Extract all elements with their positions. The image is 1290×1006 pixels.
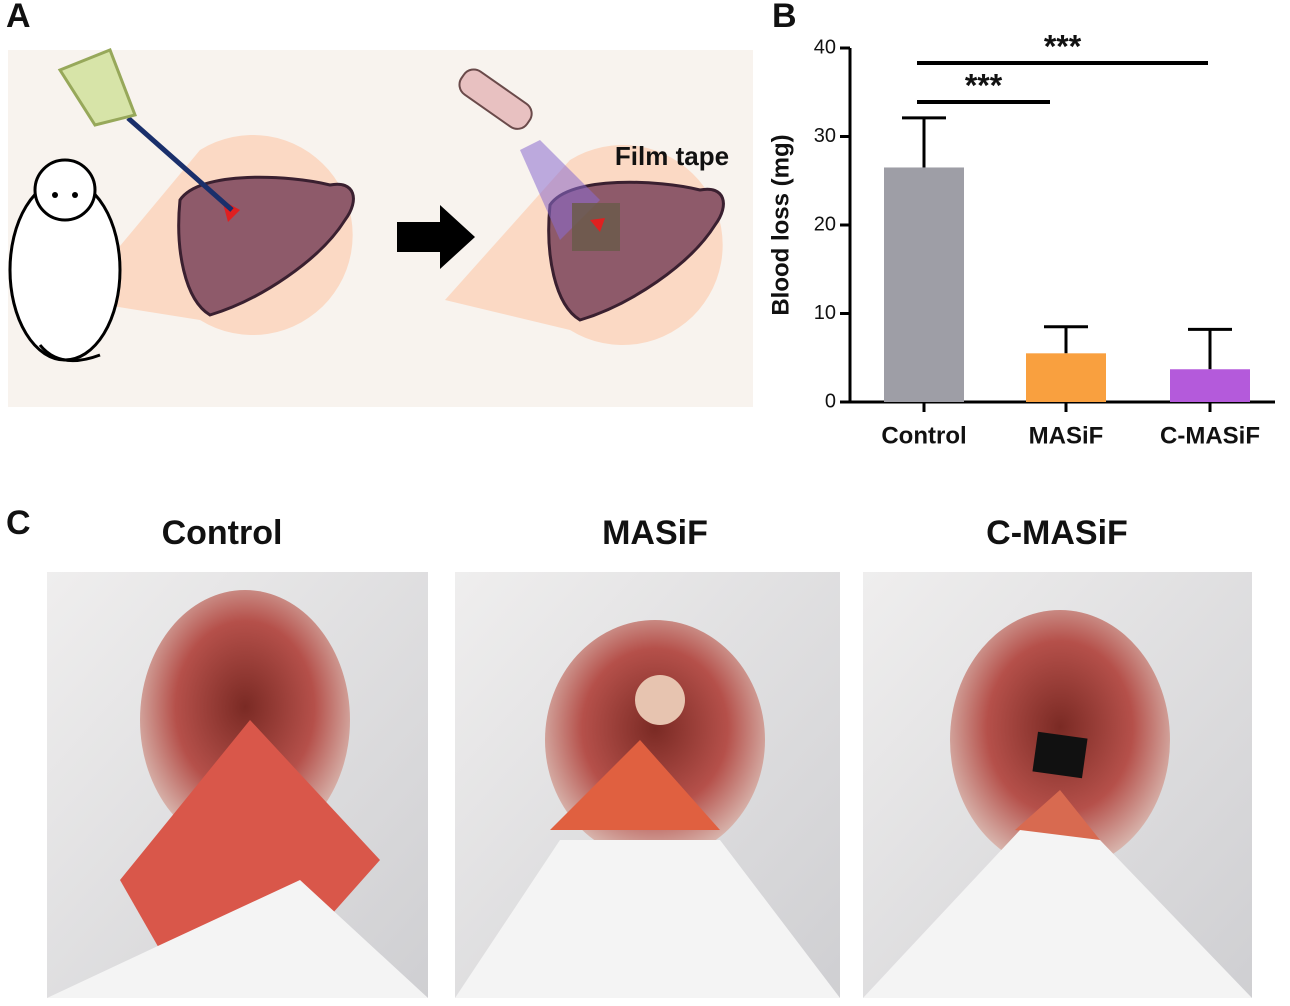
x-tick-label: MASiF: [1029, 422, 1104, 449]
panel-label: B: [772, 0, 797, 35]
y-tick-label: 10: [814, 302, 836, 324]
bar: [1170, 369, 1250, 402]
bar-chart: 0 10 20 30 40 Blood loss (mg) Control MASiF C-MA…: [767, 28, 1275, 449]
photo-title: Control: [162, 514, 283, 552]
photo-title: C-MASiF: [986, 514, 1128, 552]
bar: [884, 167, 964, 402]
y-tick-label: 40: [814, 36, 836, 58]
y-tick-label: 30: [814, 125, 836, 147]
photos: [47, 572, 1252, 998]
y-tick-label: 20: [814, 213, 836, 235]
photo-title: MASiF: [602, 514, 708, 552]
y-axis-label: Blood loss (mg): [767, 134, 794, 315]
significance-stars: ***: [965, 67, 1003, 103]
film-tape-label: Film tape: [615, 141, 729, 171]
panel-label: C: [6, 504, 31, 542]
y-tick-label: 0: [825, 390, 836, 412]
significance-stars: ***: [1044, 28, 1082, 64]
x-tick-label: C-MASiF: [1160, 422, 1260, 449]
scheme: [8, 48, 725, 363]
x-tick-label: Control: [881, 422, 966, 449]
panel-label: A: [6, 0, 31, 35]
bar: [1026, 353, 1106, 402]
